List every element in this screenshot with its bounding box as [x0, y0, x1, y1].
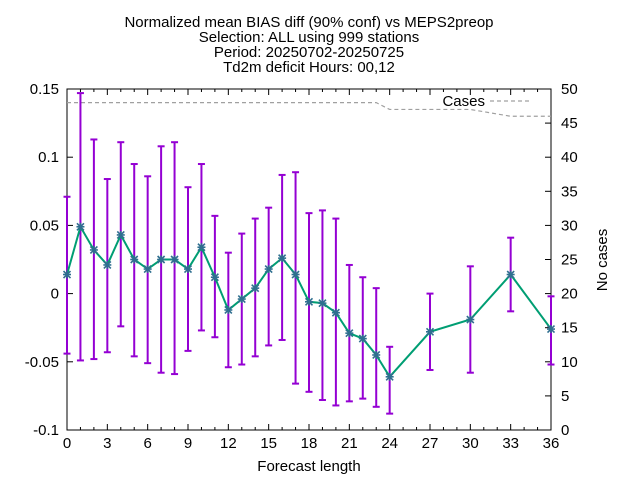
y2-tick-label: 15 — [561, 320, 578, 337]
x-tick-label: 24 — [381, 435, 398, 452]
data-point — [210, 273, 219, 282]
title-line-2: Selection: ALL using 999 stations — [199, 29, 419, 46]
y2-tick-label: 10 — [561, 354, 578, 371]
data-point — [89, 245, 98, 255]
title-line-3: Period: 20250702-20250725 — [214, 44, 404, 61]
data-point — [170, 255, 179, 264]
data-point — [318, 299, 327, 308]
x-tick-label: 27 — [422, 435, 439, 452]
data-point — [264, 264, 273, 274]
data-point — [143, 264, 152, 274]
y-tick-label: 0.05 — [30, 217, 59, 234]
x-tick-label: 36 — [543, 435, 560, 452]
error-bar — [372, 287, 380, 408]
data-point — [183, 264, 193, 274]
title-line-4: Td2m deficit Hours: 00,12 — [223, 59, 395, 76]
y2-tick-label: 30 — [561, 217, 578, 234]
x-tick-label: 3 — [103, 435, 111, 452]
data-point — [76, 222, 85, 231]
x-tick-label: 6 — [143, 435, 151, 452]
y2-tick-label: 35 — [561, 183, 578, 200]
y-tick-label: 0.1 — [38, 149, 59, 166]
x-tick-label: 9 — [184, 435, 192, 452]
data-point — [331, 308, 340, 317]
data-point — [62, 270, 72, 279]
x-tick-label: 30 — [462, 435, 479, 452]
legend-label-cases: Cases — [442, 93, 485, 110]
y-tick-label: 0.15 — [30, 81, 59, 98]
error-bar — [265, 206, 273, 347]
data-point — [466, 315, 475, 324]
y2-tick-label: 0 — [561, 422, 569, 439]
x-tick-label: 0 — [63, 435, 71, 452]
legend: Cases — [442, 93, 532, 110]
error-bars — [63, 92, 555, 415]
data-point — [224, 305, 233, 315]
data-point — [506, 270, 515, 279]
x-axis-label: Forecast length — [257, 458, 360, 475]
data-point — [278, 254, 287, 263]
y2-tick-label: 50 — [561, 81, 578, 98]
y-tick-label: -0.05 — [25, 354, 59, 371]
y-tick-label: 0 — [51, 286, 59, 303]
data-point — [157, 255, 166, 264]
y2-tick-label: 40 — [561, 149, 578, 166]
x-tick-label: 33 — [502, 435, 519, 452]
y-tick-label: -0.1 — [33, 422, 59, 439]
y2-tick-label: 5 — [561, 388, 569, 405]
axis-ticks: 0 3 6 9 12 15 18 21 24 27 30 33 36-0.1-0.0500.050.10… — [25, 81, 578, 452]
data-point — [358, 334, 367, 343]
y2-tick-label: 45 — [561, 115, 578, 132]
y2-tick-label: 25 — [561, 252, 578, 269]
x-tick-label: 21 — [341, 435, 358, 452]
data-point — [345, 329, 354, 338]
y2-tick-label: 20 — [561, 286, 578, 303]
data-point — [237, 294, 246, 304]
y2-axis-label: No cases — [594, 229, 611, 292]
chart-title: Normalized mean BIAS diff (90% conf) vs … — [124, 14, 493, 76]
data-point — [372, 350, 381, 360]
title-line-1: Normalized mean BIAS diff (90% conf) vs … — [124, 14, 493, 31]
data-point — [425, 327, 435, 336]
data-point — [116, 230, 125, 240]
data-point — [385, 372, 394, 381]
data-point — [251, 284, 260, 293]
data-point — [130, 255, 139, 264]
data-point — [304, 297, 314, 306]
x-tick-label: 15 — [260, 435, 277, 452]
x-tick-label: 12 — [220, 435, 237, 452]
x-tick-label: 18 — [301, 435, 318, 452]
data-point — [197, 243, 206, 252]
data-point — [546, 324, 556, 334]
data-point — [291, 270, 300, 279]
bias-series — [62, 222, 556, 381]
data-point — [103, 260, 112, 270]
